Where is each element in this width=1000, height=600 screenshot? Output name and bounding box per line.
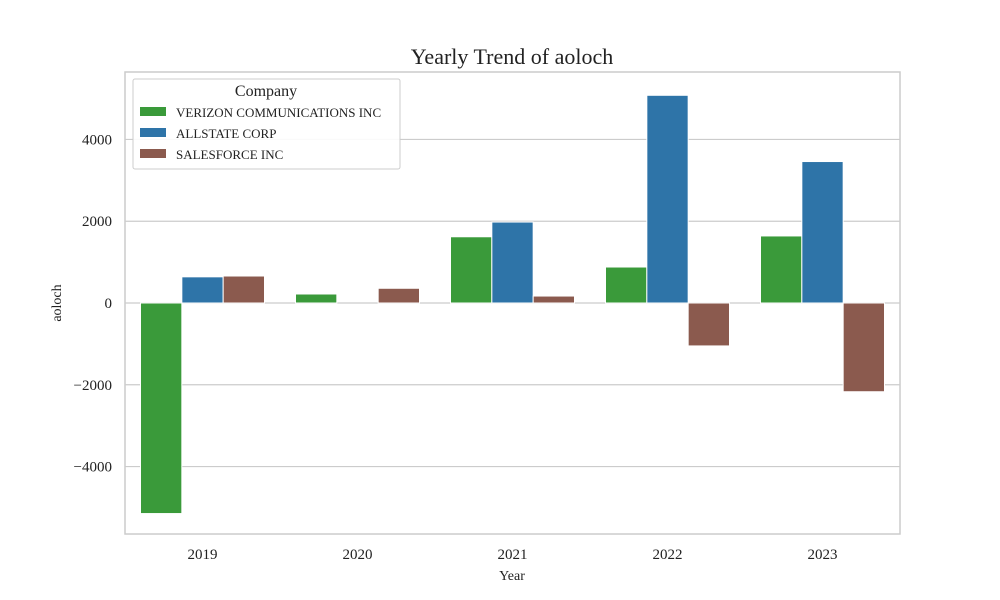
bar-verizon-communications-inc-2021 [450, 236, 493, 304]
legend-box [132, 78, 401, 170]
y-tick-label: 0 [105, 296, 113, 312]
legend: Company VERIZON COMMUNICATIONS INC ALLSTA… [132, 78, 401, 170]
bar-verizon-communications-inc-2020 [295, 293, 338, 304]
legend-items: VERIZON COMMUNICATIONS INC ALLSTATE CORP S… [140, 105, 381, 162]
y-tick-labels: −4000 −2000 0 2000 4000 [74, 132, 112, 475]
plot-frame [124, 71, 901, 535]
y-tick-label: −2000 [74, 378, 112, 394]
x-tick-labels: 2019 2020 2021 2022 2023 [188, 547, 838, 563]
bar-salesforce-inc-2022 [687, 302, 731, 347]
bars [140, 94, 886, 515]
chart-title: Yearly Trend of aoloch [411, 44, 613, 69]
bar-salesforce-inc-2021 [532, 295, 576, 304]
x-tick-label: 2022 [653, 547, 683, 563]
x-tick-label: 2023 [808, 547, 838, 563]
y-axis-label: aoloch [50, 284, 65, 321]
y-tick-label: 4000 [82, 132, 112, 148]
x-tick-label: 2019 [188, 547, 218, 563]
x-tick-label: 2020 [343, 547, 373, 563]
bar-allstate-corp-2022 [646, 94, 689, 304]
bar-allstate-corp-2021 [491, 221, 534, 304]
bar-verizon-communications-inc-2023 [760, 235, 803, 304]
bar-salesforce-inc-2023 [842, 302, 886, 393]
bar-allstate-corp-2023 [801, 161, 844, 304]
legend-label: VERIZON COMMUNICATIONS INC [176, 105, 381, 120]
y-tick-label: 2000 [82, 214, 112, 230]
bar-verizon-communications-inc-2022 [605, 266, 648, 304]
legend-label: ALLSTATE CORP [176, 126, 276, 141]
legend-swatch [140, 128, 166, 137]
legend-title: Company [235, 83, 297, 100]
x-tick-label: 2021 [498, 547, 528, 563]
legend-swatch [140, 107, 166, 116]
bar-allstate-corp-2019 [181, 276, 224, 304]
x-axis-label: Year [499, 569, 525, 584]
legend-label: SALESFORCE INC [176, 147, 283, 162]
bar-verizon-communications-inc-2019 [140, 302, 183, 515]
bar-salesforce-inc-2019 [222, 275, 266, 304]
y-tick-label: −4000 [74, 460, 112, 476]
legend-swatch [140, 149, 166, 158]
bar-salesforce-inc-2020 [377, 287, 420, 304]
